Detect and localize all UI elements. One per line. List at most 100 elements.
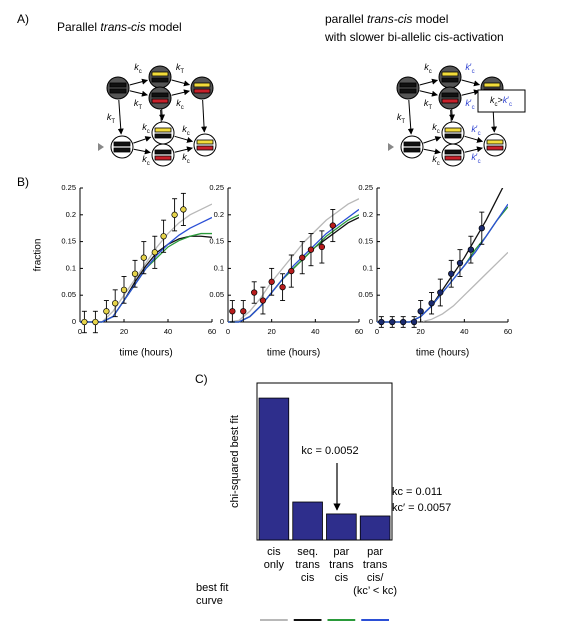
cell [438, 65, 462, 89]
arrow [133, 148, 151, 155]
allele [196, 139, 214, 145]
annotation: kc = 0.011 [392, 486, 442, 498]
category-label: cis only [263, 546, 284, 571]
title-part: Parallel [57, 20, 100, 34]
category-label: seq. trans cis [295, 546, 320, 584]
cell [441, 121, 465, 145]
title-part: model [412, 12, 448, 26]
arrow [464, 146, 483, 153]
y-tick-label: 0.05 [209, 290, 224, 299]
rate-subscript: c [429, 69, 432, 75]
cell [438, 86, 462, 110]
rate-label: kc [182, 152, 190, 164]
rate-subscript: c [187, 159, 190, 165]
rate-subscript: c [147, 161, 150, 167]
legend-title: best fit curve [196, 582, 229, 607]
y-tick-label: 0.05 [358, 290, 373, 299]
x-axis-label: time (hours) [267, 348, 320, 359]
y-tick-label: 0 [369, 317, 373, 326]
rate-label: kT [397, 112, 406, 124]
x-tick-label: 0 [226, 327, 230, 336]
y-tick-label: 0.05 [61, 290, 76, 299]
rate-symbol: k [424, 98, 429, 108]
title-part: parallel [325, 12, 367, 26]
x-tick-label: 0 [375, 327, 379, 336]
data-point [229, 308, 236, 315]
rate-symbol: k [107, 112, 112, 122]
model-curve [377, 188, 504, 323]
arrow [171, 79, 191, 87]
cell [106, 76, 130, 100]
data-point [251, 289, 258, 296]
rate-label: kT [424, 98, 433, 110]
cell [441, 143, 465, 167]
rate-symbol: k [176, 62, 181, 72]
cell [151, 121, 175, 145]
rate-label: kc [182, 124, 190, 136]
x-tick-label: 20 [267, 327, 275, 336]
x-tick-label: 40 [460, 327, 468, 336]
bar [359, 515, 391, 541]
model-curve [228, 208, 359, 323]
y-tick-label: 0.15 [358, 237, 373, 246]
data-point [428, 300, 435, 307]
model-curve [377, 251, 508, 323]
allele [399, 82, 417, 88]
model-curve [228, 198, 359, 323]
allele [151, 92, 169, 98]
bar [326, 513, 357, 541]
panel-label: A) [17, 12, 29, 26]
data-point [92, 318, 99, 326]
rate-label: kT [107, 112, 116, 124]
data-point [410, 318, 418, 326]
data-point [259, 297, 267, 304]
allele [444, 133, 462, 139]
allele [151, 71, 169, 77]
allele [113, 141, 131, 147]
arrow [174, 146, 193, 153]
x-tick-label: 20 [120, 327, 128, 336]
allele [193, 82, 211, 88]
rate-label: k′c [471, 124, 480, 136]
allele [444, 155, 462, 161]
category-label: par trans cis [329, 546, 354, 584]
rate-label: k′c [465, 98, 474, 110]
panel-label: C) [195, 372, 208, 386]
cell [151, 143, 175, 167]
rate-prime: ′ [476, 124, 478, 134]
rate-subscript: c [472, 105, 475, 111]
model-curve [228, 214, 359, 323]
rate-symbol: k [490, 95, 495, 105]
bar [292, 501, 323, 541]
allele [441, 71, 459, 77]
model-curve [80, 203, 212, 323]
rate-subscript: c [472, 69, 475, 75]
allele [444, 149, 462, 155]
x-tick-label: 20 [416, 327, 424, 336]
x-tick-label: 0 [78, 327, 82, 336]
data-point [318, 243, 326, 251]
data-point [478, 225, 485, 232]
rate-prime: ′ [470, 98, 472, 108]
x-tick-label: 60 [504, 327, 512, 336]
allele [486, 145, 504, 151]
allele [486, 139, 504, 145]
rate-subscript: T [401, 119, 405, 125]
rate-subscript: T [111, 119, 115, 125]
input-arrow [388, 143, 394, 151]
rate-symbol: k [142, 122, 147, 132]
rate-label: kc [134, 62, 142, 74]
rate-subscript: c [181, 105, 184, 111]
rate-label: kc [432, 154, 440, 166]
rate-symbol: k [503, 95, 508, 105]
rate-subscript: c [147, 129, 150, 135]
data-point [437, 289, 444, 296]
cell [400, 135, 424, 159]
data-point [120, 286, 128, 293]
rate-subscript: c [437, 161, 440, 167]
arrow [129, 90, 148, 97]
allele [154, 127, 172, 133]
arrow [419, 90, 438, 97]
